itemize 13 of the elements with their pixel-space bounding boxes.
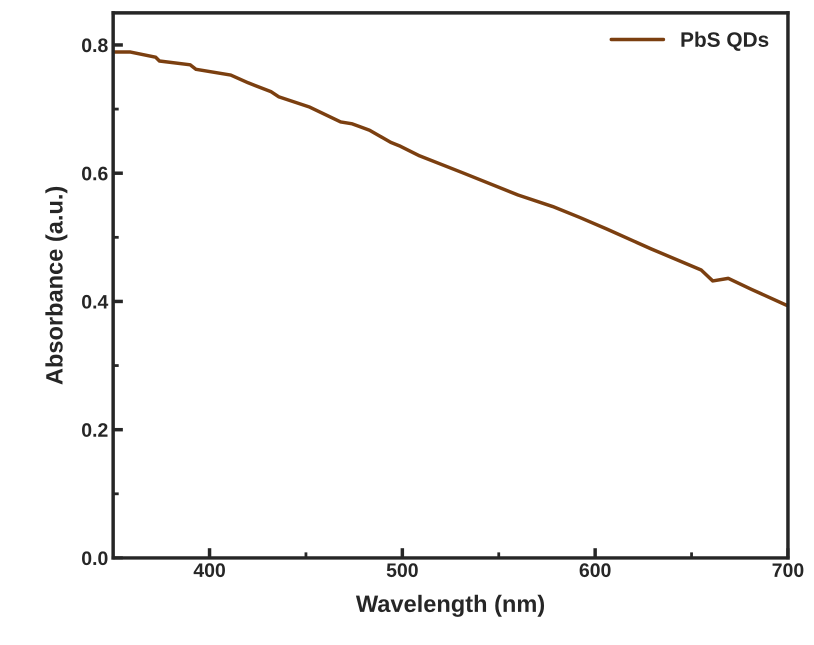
y-tick-label: 0.4 bbox=[82, 294, 108, 309]
x-tick-label: 500 bbox=[386, 563, 418, 578]
line-series bbox=[113, 50, 788, 308]
y-tick-label: 0.2 bbox=[82, 423, 108, 437]
y-axis-title: Absorbance (a.u.) bbox=[45, 186, 68, 385]
x-tick-label: 700 bbox=[772, 563, 804, 578]
legend-label: PbS QDs bbox=[681, 32, 768, 51]
x-tick-label: 400 bbox=[194, 563, 225, 578]
x-axis-title: Wavelength (nm) bbox=[356, 594, 544, 617]
x-tick-label: 600 bbox=[580, 563, 611, 578]
y-tick-label: 0.6 bbox=[82, 166, 108, 180]
y-tick-label: 0.0 bbox=[82, 551, 108, 566]
y-tick-label: 0.8 bbox=[82, 38, 108, 52]
